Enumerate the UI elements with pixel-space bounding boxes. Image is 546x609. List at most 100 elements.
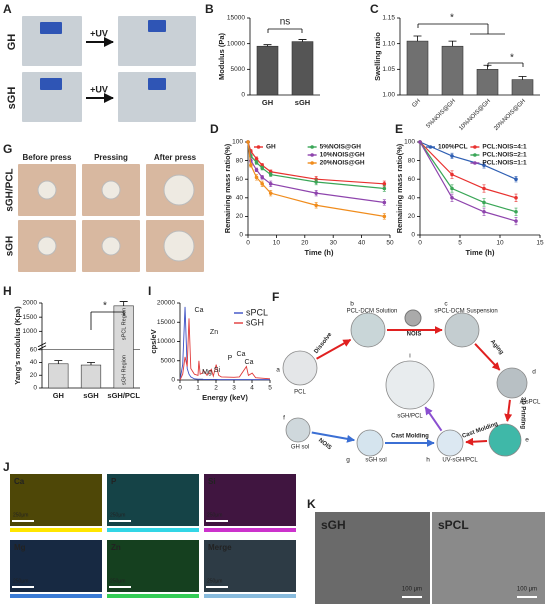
- scale-label: 250μm: [110, 578, 125, 584]
- y-tick-label: 1500: [23, 314, 38, 321]
- annotation: *: [450, 13, 454, 24]
- node-image: [496, 367, 528, 399]
- scale-label: 100 μm: [402, 587, 422, 593]
- error-bar: [298, 39, 307, 42]
- y-tick-label: 20: [236, 213, 244, 220]
- arrow-label: NOIS: [407, 332, 422, 338]
- line: [316, 338, 352, 360]
- panel-label: K: [307, 497, 316, 511]
- line: [37, 342, 47, 348]
- element-map-tint: [10, 474, 102, 526]
- annotation: P: [228, 355, 233, 362]
- photo: [118, 16, 196, 66]
- color-bar: [107, 528, 199, 532]
- scale-label: 250μm: [13, 578, 28, 584]
- marker: [268, 182, 273, 186]
- marker: [249, 163, 253, 168]
- arrow-label: +UV: [90, 84, 108, 94]
- marker: [268, 172, 273, 177]
- y-tick-label: 20: [30, 372, 38, 379]
- legend-label: PCL:NOIS=2:1: [482, 152, 527, 159]
- node-image: [436, 429, 464, 457]
- legend-label: PCL:NOIS=1:1: [482, 160, 527, 167]
- marker: [314, 203, 318, 208]
- node-letter: c: [444, 301, 448, 308]
- error-bar: [518, 76, 527, 80]
- node-letter: a: [276, 367, 280, 374]
- node-image: [404, 309, 422, 327]
- x-tick-label: sGH: [295, 98, 310, 107]
- y-tick-label: 10000: [227, 40, 245, 47]
- series-line: [419, 141, 517, 213]
- x-tick-label: 5: [458, 240, 462, 247]
- y-tick-label: 1.05: [382, 66, 395, 73]
- x-tick-label: 50: [386, 240, 394, 247]
- photo: [22, 72, 82, 122]
- sample: [37, 180, 57, 200]
- marker: [314, 191, 318, 195]
- scale-bar: [109, 586, 131, 588]
- marker: [382, 200, 387, 205]
- sample: [101, 180, 121, 200]
- scale-bar: [12, 520, 34, 522]
- annotation: sGH Region: [121, 355, 127, 385]
- marker: [450, 186, 454, 191]
- arrow-label: 3D Printing: [519, 397, 525, 429]
- legend-marker: [310, 153, 314, 157]
- bar: [291, 41, 314, 96]
- x-tick-label: 10%NOIS@GH: [458, 98, 492, 132]
- series-line: [419, 141, 517, 180]
- x-tick-label: 4: [250, 385, 254, 392]
- scale-label: 250μm: [207, 578, 222, 584]
- y-tick-label: 100: [404, 139, 415, 146]
- marker: [482, 163, 486, 168]
- node-label: sPCL-DCM Suspension: [434, 309, 497, 315]
- y-tick-label: 0: [411, 232, 415, 239]
- x-tick-label: 20: [301, 240, 309, 247]
- line: [465, 437, 488, 446]
- y-axis-label: Remaining mass ratio(%): [395, 143, 404, 233]
- element-map: [107, 474, 199, 526]
- marker: [514, 196, 518, 200]
- y-tick-label: 0: [171, 377, 175, 384]
- x-tick-label: 1: [196, 385, 200, 392]
- column-label: Pressing: [94, 153, 128, 162]
- element-map-tint: [10, 540, 102, 592]
- node-image: [285, 417, 311, 443]
- panel-label: I: [148, 284, 151, 298]
- line: [424, 406, 443, 432]
- marker: [450, 172, 454, 177]
- x-tick-label: 5: [268, 385, 272, 392]
- y-tick-label: 15000: [227, 15, 245, 22]
- panel-label: E: [395, 122, 403, 136]
- legend-marker: [473, 153, 477, 157]
- node-letter: b: [350, 301, 354, 308]
- legend-label: GH: [266, 144, 276, 151]
- marker: [260, 182, 265, 186]
- y-tick-label: 5000: [161, 357, 176, 364]
- x-tick-label: 0: [418, 240, 422, 247]
- map-label: Ca: [14, 477, 25, 486]
- y-tick-label: 40: [236, 195, 244, 202]
- marker: [382, 186, 387, 191]
- line: [37, 345, 47, 351]
- color-bar: [204, 594, 296, 598]
- scale-label: 250μm: [207, 512, 222, 518]
- y-tick-label: 60: [408, 176, 416, 183]
- element-map: [10, 474, 102, 526]
- legend-label: 100%PCL: [438, 144, 468, 151]
- error-bar: [119, 301, 128, 306]
- node-image: [282, 350, 318, 386]
- annotation: Ca: [237, 351, 246, 358]
- marker: [246, 140, 250, 144]
- color-bar: [204, 528, 296, 532]
- marker: [450, 196, 454, 200]
- marker: [254, 168, 259, 172]
- x-axis-label: Time (h): [465, 248, 495, 257]
- y-tick-label: 80: [408, 157, 416, 164]
- marker: [514, 219, 518, 223]
- annotation: sPCL Region: [121, 308, 127, 340]
- y-tick-label: 2000: [23, 300, 38, 307]
